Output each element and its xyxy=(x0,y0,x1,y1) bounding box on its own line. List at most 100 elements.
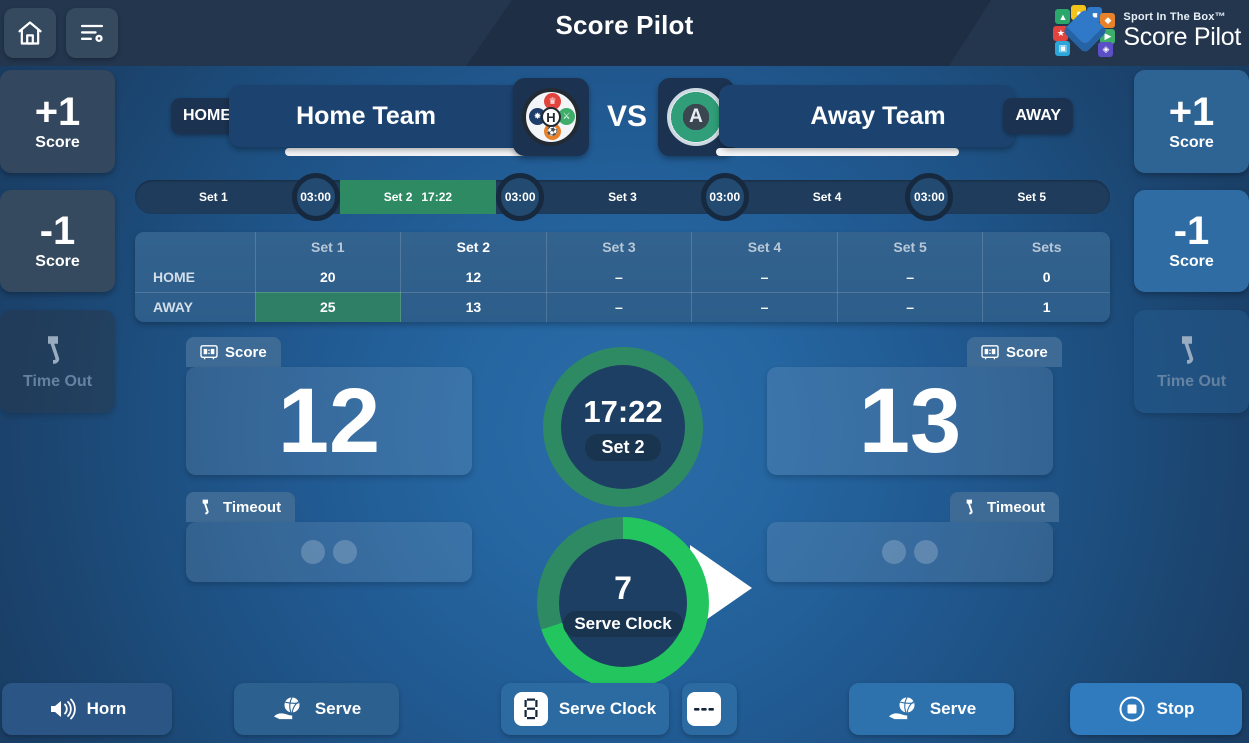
brand-logo: ▲ ● ■ ◆ ★ ▶ ▣ ◈ Sport In The Box™ Score … xyxy=(1053,5,1241,57)
table-col-header xyxy=(135,232,256,262)
table-col-header: Set 1 xyxy=(255,232,402,262)
away-timeout-tab[interactable]: Timeout xyxy=(950,492,1060,522)
timeline-segment-label: Set 5 xyxy=(1017,190,1047,204)
away-team-name[interactable]: Away Team xyxy=(719,85,1015,147)
brand-subtitle: Sport In The Box™ xyxy=(1123,11,1226,23)
timeline-segment-set-3[interactable]: Set 3 xyxy=(544,180,701,214)
stop-circle-icon xyxy=(1119,696,1145,722)
home-team-name[interactable]: Home Team xyxy=(229,85,525,147)
serve-clock-inner: 7 Serve Clock xyxy=(559,539,687,667)
settings-button[interactable] xyxy=(66,8,118,58)
home-score-tab-label: Score xyxy=(225,343,267,361)
serve-clock[interactable]: 7 Serve Clock xyxy=(537,517,709,689)
home-timeout-panel[interactable] xyxy=(186,522,472,582)
home-score-decrement-value: -1 xyxy=(39,209,76,253)
timeline-segment-set-1[interactable]: Set 1 xyxy=(135,180,292,214)
blank-display-button[interactable] xyxy=(682,683,737,735)
home-timeout-tab[interactable]: Timeout xyxy=(186,492,296,522)
away-score-decrement-value: -1 xyxy=(1173,209,1210,253)
home-score-increment-label: Score xyxy=(35,133,80,151)
home-crest-icon: ♛ ⚔ ⚽ ✸ H xyxy=(522,88,580,146)
timeline-break-7[interactable]: 03:00 xyxy=(905,173,954,221)
match-clock-period: Set 2 xyxy=(585,433,661,461)
timeline-segment-set-4[interactable]: Set 4 xyxy=(749,180,906,214)
timeout-whistle-icon xyxy=(1181,335,1193,364)
away-timeout-dots xyxy=(882,540,938,564)
home-score-increment-button[interactable]: +1 Score xyxy=(0,70,115,173)
serve-clock-button[interactable]: Serve Clock xyxy=(501,683,669,735)
home-score-tab[interactable]: Score xyxy=(186,337,281,367)
timeout-dot xyxy=(914,540,938,564)
bottom-toolbar: Horn Serve xyxy=(0,675,1249,743)
home-icon xyxy=(18,21,42,45)
away-timeout-panel[interactable] xyxy=(767,522,1053,582)
timeline-segment-time: 17:22 xyxy=(421,190,453,204)
timeout-whistle-icon xyxy=(966,499,973,515)
table-row-label: HOME xyxy=(135,262,256,293)
table-cell: 0 xyxy=(982,262,1110,293)
timeline-break-1[interactable]: 03:00 xyxy=(291,173,340,221)
away-score-increment-button[interactable]: +1 Score xyxy=(1134,70,1249,173)
match-clock-inner: 17:22 Set 2 xyxy=(561,365,685,489)
hand-ball-icon xyxy=(273,697,300,720)
brand-title: Score Pilot xyxy=(1123,23,1241,51)
timeline-segment-set-5[interactable]: Set 5 xyxy=(953,180,1110,214)
away-score-increment-value: +1 xyxy=(1168,89,1215,134)
table-header-row: Set 1 Set 2 Set 3 Set 4 Set 5 Sets xyxy=(135,232,1110,262)
table-row: AWAY 25 13– – –1 xyxy=(135,292,1110,322)
versus-label: VS xyxy=(606,100,648,133)
scoreboard-icon xyxy=(981,345,999,360)
seven-segment-icon xyxy=(513,692,548,726)
table-cell: – xyxy=(691,292,838,322)
sport-in-the-box-cube-icon: ▲ ● ■ ◆ ★ ▶ ▣ ◈ xyxy=(1053,5,1116,57)
timeline-break-5[interactable]: 03:00 xyxy=(700,173,749,221)
match-clock[interactable]: 17:22 Set 2 xyxy=(543,347,703,507)
scoreboard-icon xyxy=(200,345,218,360)
table-row-label: AWAY xyxy=(135,292,256,322)
stop-button[interactable]: Stop xyxy=(1070,683,1242,735)
home-score-decrement-button[interactable]: -1 Score xyxy=(0,190,115,292)
away-timeout-button[interactable]: Time Out xyxy=(1134,310,1249,413)
table-cell: – xyxy=(691,262,838,293)
speaker-horn-icon xyxy=(50,698,76,720)
timeout-whistle-icon xyxy=(202,499,209,515)
timeline-break-3[interactable]: 03:00 xyxy=(496,173,545,221)
away-score-tab-label: Score xyxy=(1006,343,1048,361)
horn-label: Horn xyxy=(86,699,127,718)
home-timeout-button[interactable]: Time Out xyxy=(0,310,115,413)
table-cell: 1 xyxy=(1042,299,1051,316)
hand-ball-icon xyxy=(888,697,915,720)
timeout-dot xyxy=(333,540,357,564)
table-col-header: Sets xyxy=(1031,239,1062,255)
table-col-header: Set 3 xyxy=(546,232,693,262)
home-button[interactable] xyxy=(4,8,56,58)
serve-away-button[interactable]: Serve xyxy=(849,683,1014,735)
timeline-segment-set-2[interactable]: Set 2 17:22 xyxy=(339,180,497,214)
away-score-decrement-button[interactable]: -1 Score xyxy=(1134,190,1249,292)
home-team-logo[interactable]: ♛ ⚔ ⚽ ✸ H xyxy=(513,78,589,156)
away-score-tab[interactable]: Score xyxy=(967,337,1062,367)
table-cell: – xyxy=(837,292,984,322)
table-cell: – xyxy=(546,292,693,322)
home-timeout-tab-label: Timeout xyxy=(223,498,282,516)
away-timeout-tab-label: Timeout xyxy=(987,498,1046,516)
away-crest-icon: A xyxy=(667,88,725,146)
match-clock-time: 17:22 xyxy=(583,393,663,429)
home-timeout-label: Time Out xyxy=(22,372,93,390)
home-crest-letter: H xyxy=(541,107,561,127)
serve-away-label: Serve xyxy=(929,699,977,718)
timeout-whistle-icon xyxy=(47,335,59,364)
home-score-panel[interactable]: 12 xyxy=(186,367,472,475)
serve-clock-label: Serve Clock xyxy=(563,610,683,637)
dashes-icon xyxy=(687,692,721,726)
away-score-panel[interactable]: 13 xyxy=(767,367,1053,475)
stop-label: Stop xyxy=(1156,699,1195,718)
horn-button[interactable]: Horn xyxy=(2,683,172,735)
table-cell: 20 xyxy=(255,262,402,293)
table-col-header: Set 2 xyxy=(400,232,547,262)
timeline-segment-label: Set 2 xyxy=(383,190,413,204)
away-tag: AWAY xyxy=(1003,98,1073,134)
away-timeout-label: Time Out xyxy=(1156,372,1227,390)
serve-home-button[interactable]: Serve xyxy=(234,683,399,735)
